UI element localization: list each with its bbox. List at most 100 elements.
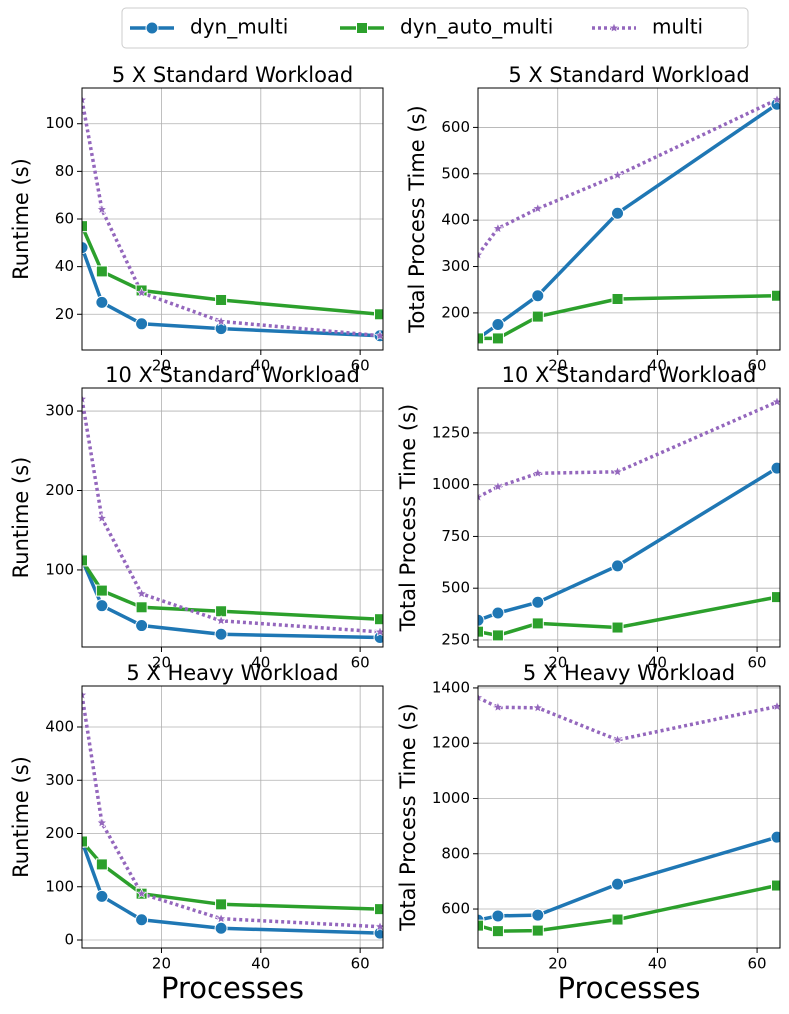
y-tick-label: 100 [45,114,74,132]
marker [478,691,484,703]
marker [135,601,148,614]
marker [136,588,148,599]
y-axis-label: Total Process Time (s) [396,703,420,931]
marker [491,909,505,923]
x-tick-label: 60 [351,654,370,672]
series-line [82,840,381,911]
y-tick-label: 300 [441,257,470,275]
series-line [478,835,778,922]
plot-area [82,94,383,343]
marker [215,293,228,306]
marker [214,921,228,935]
y-axis-label: Runtime (s) [9,158,33,280]
marker [611,292,624,305]
marker [611,913,624,926]
legend-label: dyn_multi [190,15,288,39]
y-tick-label: 250 [441,630,470,648]
marker [612,466,624,477]
x-tick-label: 40 [648,955,667,973]
marker [82,220,88,233]
axes-frame [81,685,384,949]
marker [491,629,504,642]
y-axis-label: Total Process Time (s) [396,404,420,632]
legend-label: multi [652,15,703,39]
marker [771,700,780,712]
marker [491,925,504,938]
x-tick-label: 60 [748,955,767,973]
marker [82,689,88,700]
marker [491,317,505,331]
marker [492,222,504,234]
marker [611,206,625,220]
marker [82,393,88,404]
y-tick-label: 1250 [432,423,470,441]
y-tick-label: 750 [441,527,470,545]
marker [82,241,89,255]
marker [478,491,484,502]
x-tick-label: 60 [351,357,370,375]
axes-frame [477,87,781,351]
marker [478,249,484,260]
marker [478,332,484,345]
marker [771,396,780,407]
x-tick-label: 40 [648,654,667,672]
series-line [478,696,778,742]
marker [374,626,383,637]
marker [135,317,149,331]
x-tick-label: 20 [152,955,171,973]
series-line [478,595,778,638]
marker [531,617,544,630]
marker [374,903,383,916]
y-tick-label: 500 [441,579,470,597]
y-tick-label: 200 [45,824,74,842]
series-line [478,883,778,933]
marker [215,315,227,327]
series-line [82,558,381,640]
legend-marker [608,22,620,33]
y-tick-label: 0 [64,931,74,949]
x-tick-label: 60 [748,357,767,375]
marker [374,308,383,321]
marker [214,627,228,641]
series-line [82,559,381,621]
marker [531,310,544,323]
x-tick-label: 20 [548,654,567,672]
x-tick-label: 20 [548,357,567,375]
marker [492,701,504,712]
marker [531,595,545,609]
marker [532,467,544,478]
y-tick-label: 20 [55,305,74,323]
x-tick-label: 40 [251,955,270,973]
y-tick-label: 400 [441,211,470,229]
marker [478,919,484,932]
x-tick-label: 40 [648,357,667,375]
y-tick-label: 600 [441,118,470,136]
y-tick-label: 200 [45,481,74,499]
marker [771,93,780,105]
x-tick-label: 20 [152,654,171,672]
y-tick-label: 80 [55,162,74,180]
marker [82,94,88,105]
plot-area [478,396,780,642]
series-line [478,466,778,622]
marker [612,169,624,180]
series-line [82,225,381,317]
marker [771,289,780,302]
subplot-title: 5 X Standard Workload [508,63,749,87]
y-tick-label: 100 [45,560,74,578]
x-tick-label: 40 [251,357,270,375]
legend-label: dyn_auto_multi [400,15,553,39]
x-axis-label: Processes [161,971,304,1005]
x-axis-label: Processes [558,971,701,1005]
legend-marker [145,21,159,35]
marker [770,830,780,844]
y-tick-label: 1400 [432,678,470,696]
marker [136,887,148,899]
marker [478,625,484,638]
marker [532,702,544,713]
subplot-title: 10 X Standard Workload [502,363,757,387]
y-tick-label: 60 [55,210,74,228]
marker [95,265,108,278]
marker [531,908,545,922]
